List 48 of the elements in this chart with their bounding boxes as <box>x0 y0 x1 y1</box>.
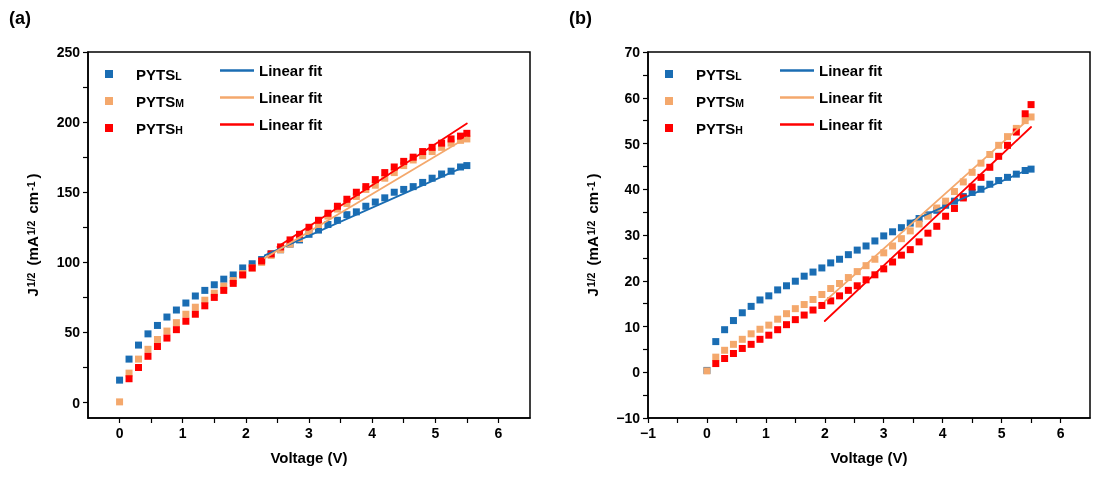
x-tick-label: 0 <box>115 425 124 441</box>
legend-label: PYTSL <box>696 65 743 83</box>
x-axis-title: Voltage (V) <box>270 449 348 466</box>
y-tick-label: 100 <box>56 254 81 271</box>
y-axis-title: J1/2 (mA1/2 cm-1) <box>584 173 601 297</box>
x-tick-label: −1 <box>640 425 657 441</box>
legend-label: PYTSM <box>136 92 185 110</box>
y-tick-label: 30 <box>624 227 641 243</box>
y-tick-label: 50 <box>64 324 81 341</box>
x-tick-label: 2 <box>241 425 250 441</box>
y-tick-label: 20 <box>624 272 641 289</box>
y-tick-label: −10 <box>616 410 641 426</box>
legend-label: PYTSM <box>696 92 745 110</box>
chart-title: (b) <box>569 8 592 28</box>
legend-label: Linear fit <box>819 89 883 106</box>
x-tick-label: 3 <box>305 425 314 441</box>
x-tick-label: 4 <box>938 425 947 441</box>
x-tick-label: 1 <box>761 425 770 441</box>
legend-label: Linear fit <box>259 62 323 79</box>
legend-label: Linear fit <box>259 89 323 106</box>
y-tick-label: 200 <box>56 114 81 131</box>
x-axis-title: Voltage (V) <box>830 449 908 466</box>
legend-label: Linear fit <box>819 116 883 133</box>
x-tick-label: 6 <box>1056 425 1065 441</box>
x-tick-label: 5 <box>431 425 440 441</box>
y-tick-label: 40 <box>624 181 641 198</box>
legend-label: PYTSL <box>136 65 183 83</box>
x-tick-label: 1 <box>178 425 187 441</box>
y-tick-label: 50 <box>624 135 641 152</box>
x-tick-label: 2 <box>820 425 829 441</box>
legend-label: Linear fit <box>819 62 883 79</box>
y-tick-label: 10 <box>624 318 641 335</box>
x-tick-label: 3 <box>879 425 888 441</box>
chart-title: (a) <box>9 8 31 28</box>
y-tick-label: 0 <box>632 364 641 381</box>
y-tick-label: 250 <box>56 44 81 60</box>
y-axis-title: J1/2 (mA1/2 cm-1) <box>24 173 41 297</box>
x-tick-label: 4 <box>368 425 377 441</box>
y-tick-label: 150 <box>56 184 81 201</box>
x-tick-label: 5 <box>997 425 1006 441</box>
y-tick-label: 70 <box>624 44 641 60</box>
legend-label: Linear fit <box>259 116 323 133</box>
legend-label: PYTSH <box>136 119 183 137</box>
legend-label: PYTSH <box>696 119 743 137</box>
y-tick-label: 0 <box>72 394 81 411</box>
y-tick-label: 60 <box>624 89 641 106</box>
x-tick-label: 6 <box>494 425 503 441</box>
x-tick-label: 0 <box>703 425 712 441</box>
